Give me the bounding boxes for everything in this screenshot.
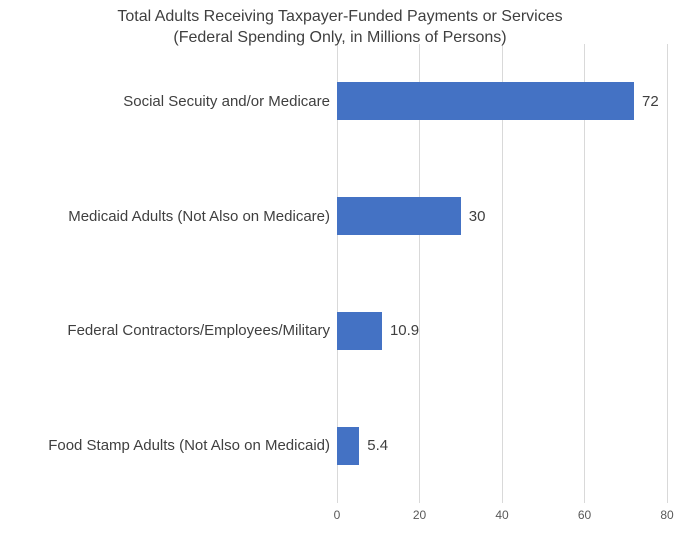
x-tick-label: 20: [412, 508, 427, 522]
chart-title: Total Adults Receiving Taxpayer-Funded P…: [0, 6, 680, 48]
bar: [337, 426, 360, 465]
gridline: [666, 44, 668, 503]
x-tick-label: 0: [333, 508, 341, 522]
gridline: [501, 44, 503, 503]
chart-title-line-1: Total Adults Receiving Taxpayer-Funded P…: [117, 8, 563, 25]
data-label: 72: [642, 92, 659, 110]
x-tick-label: 40: [495, 508, 509, 522]
x-tick-label: 80: [660, 508, 674, 522]
category-label: Food Stamp Adults (Not Also on Medicaid): [48, 437, 330, 455]
chart-title-line-2: (Federal Spending Only, in Millions of P…: [173, 29, 507, 46]
bar: [337, 82, 634, 121]
gridline: [584, 44, 585, 503]
value-axis-line: [336, 44, 338, 503]
plot-area: [336, 44, 668, 503]
category-label: Medicaid Adults (Not Also on Medicare): [68, 207, 330, 225]
category-label: Federal Contractors/Employees/Military: [67, 322, 330, 340]
data-label: 5.4: [367, 437, 389, 455]
bar: [337, 197, 461, 236]
data-label: 10.9: [389, 322, 420, 340]
data-label: 30: [468, 207, 486, 225]
gridline: [419, 44, 420, 503]
bar: [337, 311, 382, 350]
category-label: Social Secuity and/or Medicare: [123, 92, 330, 110]
x-tick-label: 60: [577, 508, 592, 522]
